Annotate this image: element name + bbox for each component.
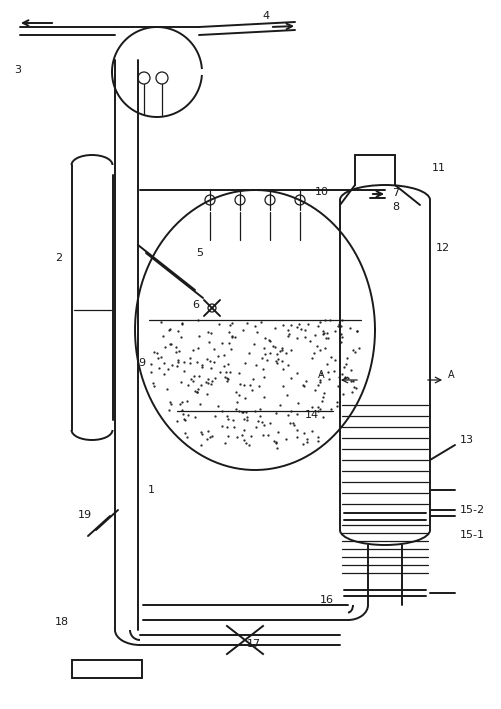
Text: 12: 12 xyxy=(435,243,449,253)
Text: 18: 18 xyxy=(55,617,69,627)
Text: 11: 11 xyxy=(431,163,445,173)
Text: 16: 16 xyxy=(319,595,333,605)
Text: A: A xyxy=(447,370,454,380)
Text: 9: 9 xyxy=(138,358,145,368)
Text: 13: 13 xyxy=(459,435,473,445)
Text: 3: 3 xyxy=(14,65,21,75)
Text: 6: 6 xyxy=(191,300,198,310)
Bar xyxy=(72,660,142,678)
Text: 17: 17 xyxy=(246,639,261,649)
Text: A: A xyxy=(317,370,324,380)
Text: 19: 19 xyxy=(78,510,92,520)
Text: 5: 5 xyxy=(195,248,202,258)
Text: 10: 10 xyxy=(314,187,328,197)
Text: 15-1: 15-1 xyxy=(459,530,484,540)
Text: 15-2: 15-2 xyxy=(459,505,484,515)
Text: 1: 1 xyxy=(148,485,155,495)
Text: 4: 4 xyxy=(262,11,269,21)
Text: 2: 2 xyxy=(55,253,62,263)
Text: 8: 8 xyxy=(391,202,398,212)
Text: 14: 14 xyxy=(305,410,319,420)
Text: 7: 7 xyxy=(391,188,398,198)
